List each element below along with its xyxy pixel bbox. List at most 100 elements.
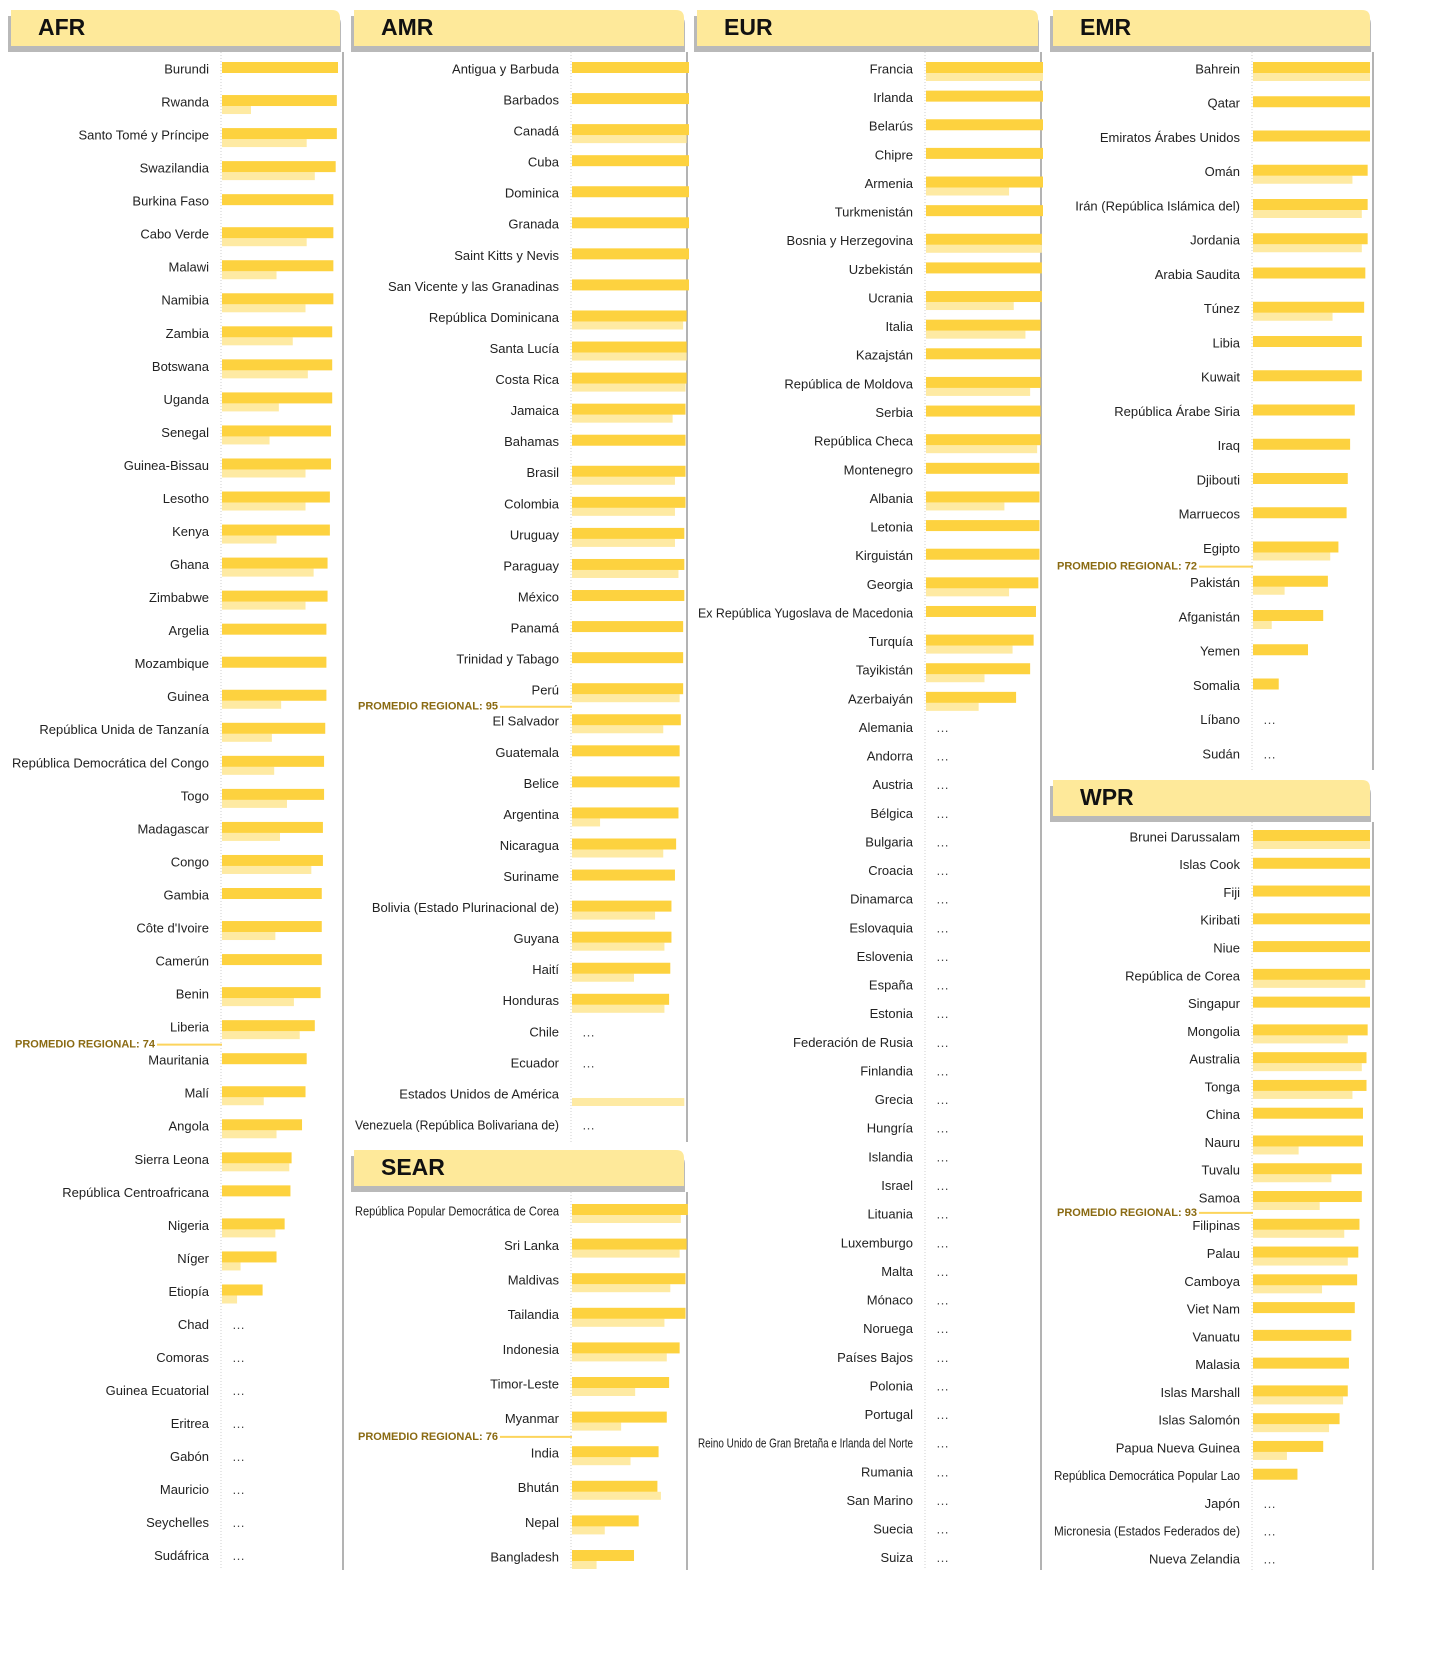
bar-secondary — [572, 321, 684, 330]
country-label: Kazajstán — [856, 348, 913, 363]
country-label: Ghana — [170, 557, 210, 572]
country-label: Alemania — [859, 720, 914, 735]
bar-secondary — [222, 601, 306, 610]
country-label: Mónaco — [867, 1293, 913, 1308]
bar-secondary — [222, 469, 306, 478]
country-label: Polonia — [870, 1378, 914, 1393]
missing-marker: … — [232, 1317, 245, 1332]
country-label: Tonga — [1205, 1079, 1241, 1094]
bar-primary — [572, 1238, 687, 1250]
bar-primary — [572, 714, 681, 726]
bar-primary — [1253, 644, 1308, 656]
country-label: Canadá — [513, 124, 559, 139]
bar-primary — [572, 621, 684, 633]
country-label: Reino Unido de Gran Bretaña e Irlanda de… — [698, 1436, 913, 1451]
bar-primary — [222, 359, 333, 371]
country-label: Trinidad y Tabago — [456, 652, 559, 667]
bar-secondary — [572, 1215, 681, 1223]
country-label: Ex República Yugoslava de Macedonia — [698, 605, 914, 620]
country-label: Turquía — [869, 634, 914, 649]
missing-marker: … — [936, 720, 949, 735]
country-label: Egipto — [1203, 541, 1240, 556]
bar-primary — [1253, 233, 1368, 245]
bar-primary — [926, 233, 1042, 245]
bar-primary — [222, 656, 327, 668]
country-label: Luxemburgo — [841, 1235, 913, 1250]
bar-primary — [222, 788, 325, 800]
country-label: República Democrática del Congo — [12, 755, 209, 770]
bar-secondary — [222, 832, 280, 841]
country-label: Serbia — [875, 405, 913, 420]
bar-primary — [1253, 1246, 1359, 1258]
bar-secondary — [1253, 73, 1370, 81]
bar-primary — [926, 262, 1042, 274]
country-label: Burkina Faso — [132, 194, 209, 209]
country-label: República Árabe Siria — [1114, 404, 1241, 419]
country-label: Libia — [1213, 335, 1241, 350]
missing-marker: … — [936, 1522, 949, 1537]
header-tab — [1053, 780, 1370, 816]
bar-primary — [572, 1515, 639, 1527]
bar-primary — [926, 663, 1031, 675]
missing-marker: … — [1263, 712, 1276, 727]
bar-primary — [1253, 1079, 1367, 1091]
country-label: Uruguay — [510, 527, 560, 542]
country-label: Sudán — [1202, 746, 1240, 761]
bar-primary — [926, 376, 1041, 388]
country-label: Paraguay — [503, 558, 559, 573]
country-label: Pakistán — [1190, 575, 1240, 590]
bar-secondary — [222, 1295, 238, 1304]
country-label: Níger — [177, 1251, 209, 1266]
missing-marker: … — [232, 1548, 245, 1563]
country-label: Italia — [886, 319, 914, 334]
bar-primary — [222, 557, 328, 569]
bar-secondary — [572, 569, 679, 578]
bar-secondary — [1253, 1424, 1330, 1433]
country-label: Costa Rica — [495, 372, 559, 387]
country-label: Turkmenistán — [835, 205, 913, 220]
missing-marker: … — [936, 749, 949, 764]
bar-primary — [572, 652, 684, 664]
bar-primary — [222, 326, 333, 338]
bar-secondary — [572, 1526, 605, 1535]
country-label: Estonia — [870, 1006, 914, 1021]
bar-primary — [222, 95, 337, 107]
country-label: Guyana — [513, 931, 559, 946]
bar-primary — [222, 888, 322, 899]
country-label: Nueva Zelandia — [1149, 1551, 1241, 1566]
bar-secondary — [1253, 1202, 1320, 1211]
bar-primary — [572, 1204, 688, 1215]
bar-primary — [222, 458, 332, 470]
missing-marker: … — [936, 806, 949, 821]
country-label: Fiji — [1223, 885, 1240, 900]
bar-primary — [1253, 1329, 1352, 1341]
country-label: Australia — [1189, 1052, 1240, 1067]
bar-primary — [926, 291, 1042, 303]
bar-primary — [1253, 370, 1362, 382]
bar-secondary — [572, 1284, 671, 1293]
missing-marker: … — [936, 978, 949, 993]
country-label: Iraq — [1218, 438, 1240, 453]
bar-primary — [572, 341, 687, 353]
bar-primary — [222, 392, 333, 404]
missing-marker: … — [936, 892, 949, 907]
missing-marker: … — [936, 1493, 949, 1508]
bar-secondary — [926, 330, 1026, 339]
bar-primary — [1253, 575, 1328, 587]
bar-secondary — [222, 799, 287, 808]
bar-primary — [222, 524, 330, 536]
country-label: Guatemala — [495, 745, 559, 760]
bar-primary — [572, 931, 672, 943]
bar-primary — [1253, 541, 1339, 553]
bar-primary — [1253, 62, 1370, 73]
country-label: Seychelles — [146, 1515, 209, 1530]
country-label: Santa Lucía — [490, 341, 560, 356]
bar-secondary — [572, 849, 664, 858]
bar-primary — [222, 1218, 285, 1230]
country-label: Madagascar — [137, 821, 209, 836]
bar-primary — [222, 128, 337, 140]
bar-primary — [1253, 507, 1347, 519]
bar-primary — [926, 147, 1043, 159]
bar-primary — [1253, 404, 1355, 416]
country-label: República Dominicana — [429, 310, 560, 325]
